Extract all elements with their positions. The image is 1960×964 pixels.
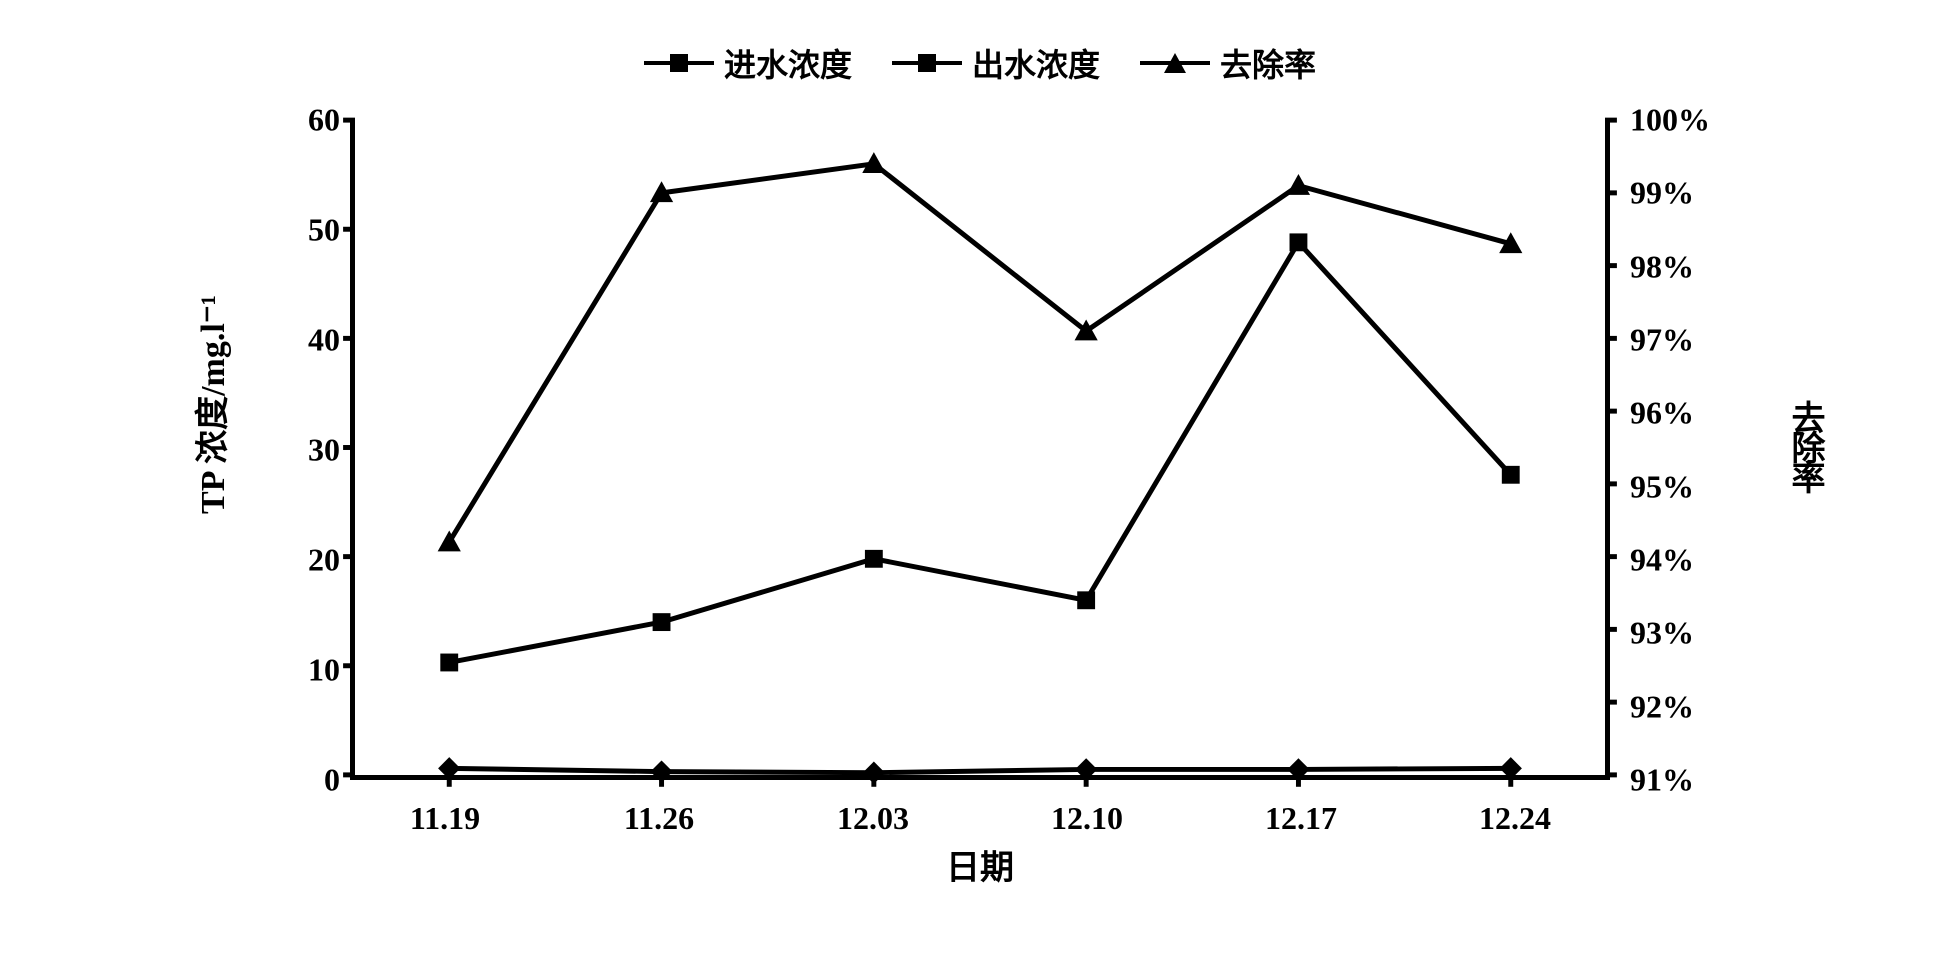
x-tick-label: 12.10	[1051, 800, 1123, 837]
y-right-tick-label: 95%	[1630, 468, 1694, 505]
y-left-tick-label: 60	[308, 102, 340, 139]
x-axis-label: 日期	[350, 840, 1610, 889]
y-right-tick-label: 97%	[1630, 322, 1694, 359]
y-left-tick-label: 50	[308, 212, 340, 249]
y-right-axis-label: 去除率	[1780, 400, 1829, 490]
y-right-tick-label: 94%	[1630, 542, 1694, 579]
x-tick-label: 11.19	[410, 800, 480, 837]
y-right-tick-label: 93%	[1630, 615, 1694, 652]
y-right-tick-label: 92%	[1630, 688, 1694, 725]
legend-item-influent: 进水浓度	[644, 40, 852, 86]
y-right-tick-label: 100%	[1630, 102, 1710, 139]
legend-item-removal-rate: 去除率	[1140, 40, 1316, 86]
y-right-tick-label: 98%	[1630, 248, 1694, 285]
chart-svg	[355, 120, 1605, 775]
chart-legend: 进水浓度 出水浓度 去除率	[180, 40, 1780, 86]
y-left-tick-label: 20	[308, 542, 340, 579]
x-tick-label: 11.26	[624, 800, 694, 837]
y-left-tick-label: 30	[308, 432, 340, 469]
y-right-tick-label: 99%	[1630, 175, 1694, 212]
y-left-axis-label: TP 浓度/mg.l⁻¹	[185, 295, 234, 514]
x-ticks: 11.19 11.26 12.03 12.10 12.17 12.24	[350, 790, 1610, 840]
legend-marker-square	[644, 61, 714, 65]
legend-marker-triangle	[1140, 61, 1210, 65]
legend-marker-diamond	[892, 61, 962, 65]
y-right-tick-label: 96%	[1630, 395, 1694, 432]
x-tick-label: 12.03	[837, 800, 909, 837]
y-left-tick-label: 0	[324, 762, 340, 799]
plot-area	[350, 120, 1610, 780]
legend-item-effluent: 出水浓度	[892, 40, 1100, 86]
y-left-tick-label: 40	[308, 322, 340, 359]
y-left-tick-label: 10	[308, 652, 340, 689]
legend-label: 进水浓度	[724, 40, 852, 86]
legend-label: 出水浓度	[972, 40, 1100, 86]
y-left-ticks: 0102030405060	[270, 120, 340, 780]
chart-container: 进水浓度 出水浓度 去除率 0 10 20 30 40 50 60 91% 92% 93% 94%…	[180, 40, 1780, 920]
x-tick-label: 12.24	[1479, 800, 1551, 837]
x-tick-label: 12.17	[1265, 800, 1337, 837]
y-right-ticks: 91%92%93%94%95%96%97%98%99%100%	[1630, 120, 1750, 780]
legend-label: 去除率	[1220, 40, 1316, 86]
y-right-tick-label: 91%	[1630, 762, 1694, 799]
